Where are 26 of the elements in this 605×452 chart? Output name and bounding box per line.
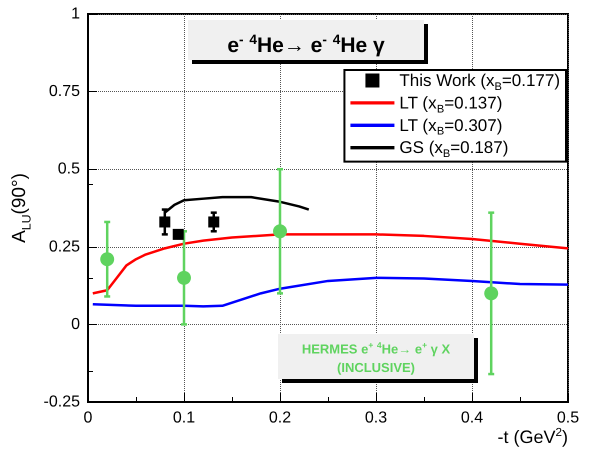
line-series [92,276,570,308]
x-tick-label: 0.3 [364,410,388,426]
point [273,224,287,238]
annotation: HERMES e$^{+}$ $^{4}$He→ e$^{+}$ γ X [300,339,452,358]
point [484,286,498,300]
point [159,216,170,228]
y-tick-label: 0 [71,316,80,333]
note-box: HERMES e$^{+}$ $^{4}$He→ e$^{+}$ γ X (INCLUSIVE) [278,334,474,380]
x-tick-label: 0.2 [268,410,292,426]
x-tick-label: 0.1 [172,410,196,426]
annotation: (INCLUSIVE) [336,359,416,378]
x-tick-label: 0.4 [460,410,484,426]
point [172,228,184,240]
y-tick-label: 1 [71,6,80,22]
title-box: e$^{-}$ $^{4}$He→ e$^{-}$ $^{4}$He γ [188,20,424,60]
point [208,216,220,228]
y-tick-label: 0.75 [48,83,80,100]
x-axis-title: -t (GeV$^{2}$) [497,426,568,448]
y-tick-label: 0.25 [48,238,80,256]
y-tick-label: 0.5 [58,160,80,178]
x-tick-label: 0 [84,410,93,426]
x-tick-label: 0.5 [556,410,580,426]
point [177,270,191,285]
y-axis-title: ALU(90°) [8,173,34,243]
point [100,252,114,266]
y-tick-label: -0.25 [44,394,80,410]
